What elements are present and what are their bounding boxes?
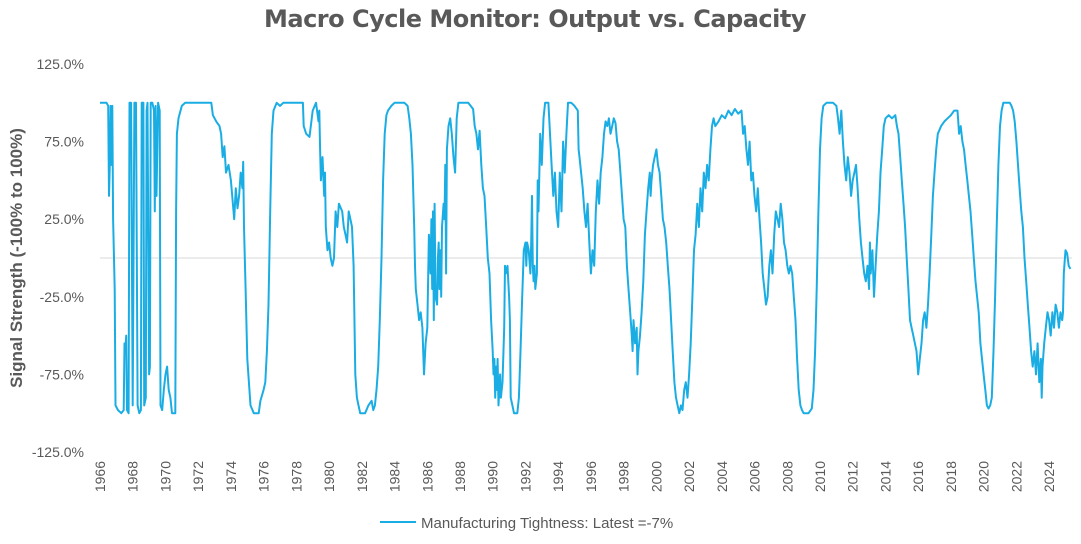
y-tick-label: -125.0%	[32, 444, 84, 460]
x-tick-label: 1966	[92, 461, 108, 492]
x-tick-label: 2006	[747, 461, 763, 492]
x-tick-label: 2012	[845, 461, 861, 492]
legend: Manufacturing Tightness: Latest =-7%	[380, 515, 673, 532]
x-tick-label: 1972	[190, 461, 206, 492]
x-tick-label: 1986	[419, 461, 435, 492]
y-tick-label: -25.0%	[40, 289, 84, 305]
x-tick-label: 1974	[223, 461, 239, 492]
chart-title: Macro Cycle Monitor: Output vs. Capacity	[264, 5, 807, 33]
x-tick-label: 2020	[976, 461, 992, 492]
x-tick-label: 1982	[354, 461, 370, 492]
x-tick-label: 2004	[714, 461, 730, 492]
x-tick-label: 2010	[812, 461, 828, 492]
x-tick-label: 2018	[943, 461, 959, 492]
x-tick-label: 1978	[288, 461, 304, 492]
x-tick-label: 2024	[1041, 461, 1057, 492]
x-tick-label: 1992	[517, 461, 533, 492]
x-tick-label: 2000	[648, 461, 664, 492]
x-tick-label: 1970	[157, 461, 173, 492]
y-tick-label: 75.0%	[44, 134, 84, 150]
x-tick-label: 2008	[779, 461, 795, 492]
x-tick-label: 1980	[321, 461, 337, 492]
x-tick-label: 2022	[1008, 461, 1024, 492]
x-tick-label: 1990	[485, 461, 501, 492]
legend-label: Manufacturing Tightness: Latest =-7%	[421, 515, 673, 532]
y-tick-label: -75.0%	[40, 366, 84, 382]
x-axis-ticks: 1966 1968 1970 1972 1974 1976 1978 1980 1982 1984…	[92, 461, 1057, 492]
x-tick-label: 1988	[452, 461, 468, 492]
x-tick-label: 1976	[256, 461, 272, 492]
x-tick-label: 2016	[910, 461, 926, 492]
x-tick-label: 1984	[387, 461, 403, 492]
x-tick-label: 1968	[125, 461, 141, 492]
x-tick-label: 2014	[877, 461, 893, 492]
y-axis-label: Signal Strength (-100% to 100%)	[7, 128, 26, 388]
x-tick-label: 2002	[681, 461, 697, 492]
y-tick-label: 125.0%	[37, 56, 84, 72]
x-tick-label: 1996	[583, 461, 599, 492]
series-layer	[100, 101, 1072, 415]
series-line	[100, 101, 1072, 415]
y-axis-ticks: 125.0% 75.0% 25.0% -25.0% -75.0% -125.0%	[32, 56, 84, 460]
x-tick-label: 1994	[550, 461, 566, 492]
y-tick-label: 25.0%	[44, 211, 84, 227]
x-tick-label: 1998	[616, 461, 632, 492]
